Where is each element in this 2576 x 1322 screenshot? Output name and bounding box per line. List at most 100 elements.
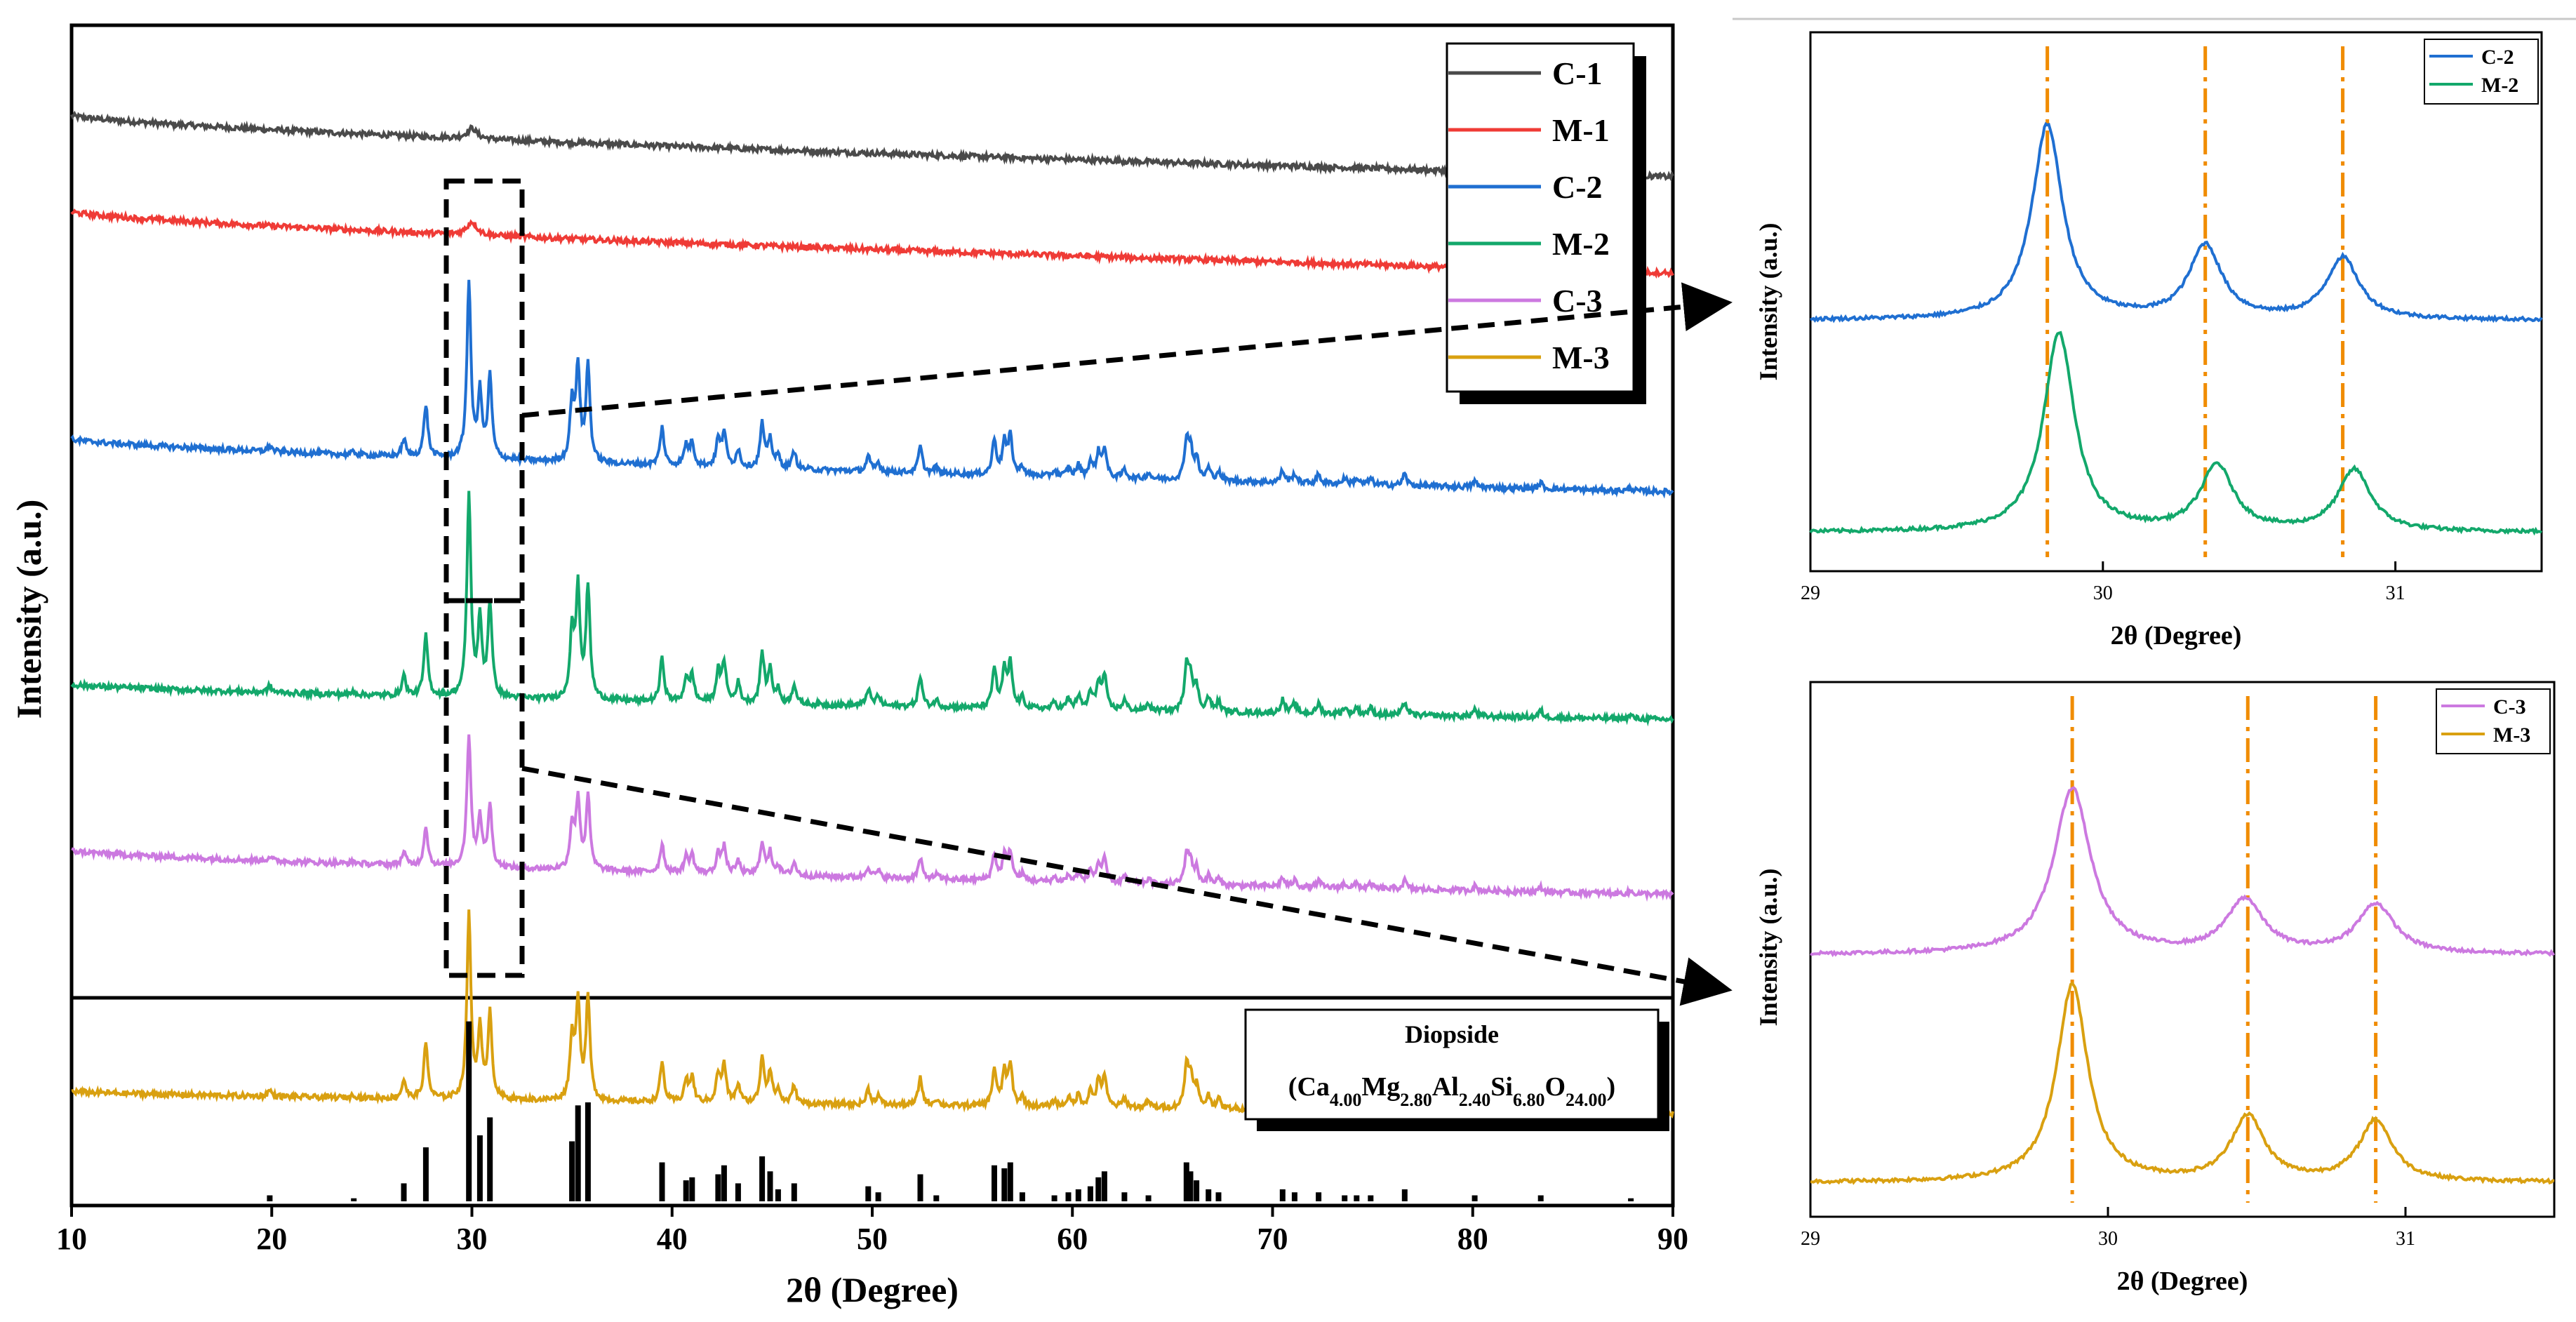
reference-bar — [791, 1183, 797, 1201]
main-y-axis-label: Intensity (a.u.) — [9, 500, 48, 719]
reference-bar — [767, 1171, 773, 1201]
reference-bar — [569, 1141, 575, 1201]
inset-top-x-axis-label: 2θ (Degree) — [2111, 621, 2242, 650]
inset-top-legend-box — [2424, 39, 2539, 105]
reference-legend-title: Diopside — [1405, 1020, 1499, 1048]
reference-bar — [1019, 1192, 1025, 1201]
zoom-arrow-upper — [521, 282, 1733, 418]
reference-bar — [775, 1189, 781, 1201]
reference-bar — [1101, 1171, 1107, 1201]
legend-label-C-1: C-1 — [1552, 55, 1603, 91]
reference-bar — [1187, 1171, 1194, 1201]
series-line-C-2 — [1810, 121, 2543, 323]
reference-bar — [585, 1102, 591, 1201]
reference-legend: Diopside (Ca4.00Mg2.80Al2.40Si6.80O24.00… — [1244, 1008, 1669, 1131]
legend-label-C-2: C-2 — [1552, 169, 1603, 205]
series-line-C-1 — [70, 110, 1674, 184]
inset-top-x-axis: 29 30 31 — [1801, 561, 2405, 604]
reference-bar — [1145, 1195, 1152, 1201]
inset-bottom-legend-box — [2436, 688, 2551, 754]
legend-label-C-3: C-3 — [1552, 283, 1603, 319]
reference-bar — [1291, 1192, 1297, 1201]
reference-bar — [1628, 1198, 1634, 1201]
legend-label-C-3: C-3 — [2493, 695, 2526, 719]
inset-top-panel: 29 30 31 2θ (Degree) Intensity (a.u.) C-2M… — [1754, 31, 2543, 650]
reference-bar — [1471, 1195, 1478, 1201]
series-line-C-3 — [71, 734, 1674, 902]
reference-bar — [351, 1198, 357, 1201]
x-tick-label: 31 — [2386, 582, 2405, 604]
reference-bar — [1537, 1195, 1544, 1201]
legend-label-M-1: M-1 — [1552, 112, 1610, 148]
zoom-box-lower — [443, 598, 525, 978]
reference-bar — [759, 1156, 766, 1201]
x-tick-label: 30 — [457, 1222, 488, 1256]
inset-top-frame — [1809, 31, 2543, 573]
x-tick-label: 30 — [2098, 1228, 2118, 1250]
inset-top-y-axis-label: Intensity (a.u.) — [1754, 222, 1782, 380]
inset-bottom-series-group — [1810, 786, 2555, 1185]
reference-bar — [875, 1192, 881, 1201]
inset-bottom-panel: 29 30 31 2θ (Degree) Intensity (a.u.) C-3M… — [1754, 681, 2556, 1296]
reference-bar — [1368, 1195, 1374, 1201]
x-tick-label: 40 — [657, 1222, 688, 1256]
legend-label-M-3: M-3 — [1552, 340, 1610, 375]
legend-label-M-2: M-2 — [2481, 74, 2518, 97]
inset-top-series-group — [1809, 121, 2543, 536]
inset-bottom-frame — [1809, 681, 2556, 1218]
reference-bar — [1121, 1192, 1128, 1201]
inset-top-guides — [2046, 46, 2345, 557]
series-line-M-3 — [1810, 981, 2555, 1185]
reference-bar — [735, 1183, 741, 1201]
inset-bottom-x-axis-label: 2θ (Degree) — [2117, 1267, 2248, 1296]
x-tick-label: 90 — [1657, 1222, 1688, 1256]
reference-bar — [1065, 1192, 1072, 1201]
reference-bar — [1206, 1189, 1212, 1201]
inset-bottom-guides — [2070, 696, 2378, 1203]
zoom-arrow-lower — [521, 766, 1733, 1006]
reference-bar — [1007, 1162, 1013, 1201]
x-tick-label: 31 — [2396, 1228, 2415, 1250]
main-series-group — [70, 110, 1674, 1121]
reference-bar — [715, 1174, 721, 1201]
main-xrd-panel: 10 20 30 40 50 60 70 80 90 2θ (Degree) Intensity… — [9, 23, 1688, 1309]
reference-bar — [1279, 1189, 1286, 1201]
main-x-axis: 10 20 30 40 50 60 70 80 90 — [56, 1206, 1688, 1256]
reference-bar — [1087, 1186, 1093, 1201]
reference-bar — [401, 1183, 407, 1201]
reference-bar — [1001, 1168, 1008, 1201]
reference-legend-formula: (Ca4.00Mg2.80Al2.40Si6.80O24.00) — [1288, 1072, 1615, 1110]
legend-label-M-3: M-3 — [2493, 723, 2530, 747]
main-legend-box — [1446, 42, 1635, 393]
x-tick-label: 10 — [56, 1222, 87, 1256]
reference-bar — [865, 1186, 872, 1201]
reference-bar — [1215, 1192, 1222, 1201]
reference-bar — [1051, 1195, 1057, 1201]
reference-bars-group — [267, 1021, 1634, 1201]
x-tick-label: 29 — [1801, 582, 1820, 604]
x-tick-label: 80 — [1457, 1222, 1488, 1256]
reference-bar — [422, 1147, 429, 1201]
x-tick-label: 29 — [1801, 1228, 1820, 1250]
inset-bottom-legend: C-3M-3 — [2436, 688, 2551, 754]
x-tick-label: 30 — [2093, 582, 2113, 604]
reference-bar — [1354, 1195, 1360, 1201]
reference-bar — [575, 1105, 581, 1201]
main-x-axis-label: 2θ (Degree) — [786, 1270, 959, 1309]
inset-bottom-x-axis: 29 30 31 — [1801, 1207, 2415, 1250]
reference-bar — [267, 1195, 273, 1201]
reference-bar — [933, 1195, 940, 1201]
x-tick-label: 50 — [857, 1222, 888, 1256]
reference-bar — [1401, 1189, 1408, 1201]
reference-bar — [466, 1021, 472, 1201]
main-legend: C-1 M-1 C-2 M-2 C-3 M-3 — [1446, 42, 1646, 404]
reference-legend-box — [1244, 1008, 1660, 1121]
series-line-C-2 — [70, 279, 1674, 499]
x-tick-label: 60 — [1057, 1222, 1088, 1256]
reference-bar — [689, 1177, 695, 1201]
reference-bar — [1095, 1177, 1102, 1201]
reference-bar — [917, 1174, 923, 1201]
zoom-box-upper — [443, 178, 525, 603]
reference-bar — [476, 1135, 483, 1201]
